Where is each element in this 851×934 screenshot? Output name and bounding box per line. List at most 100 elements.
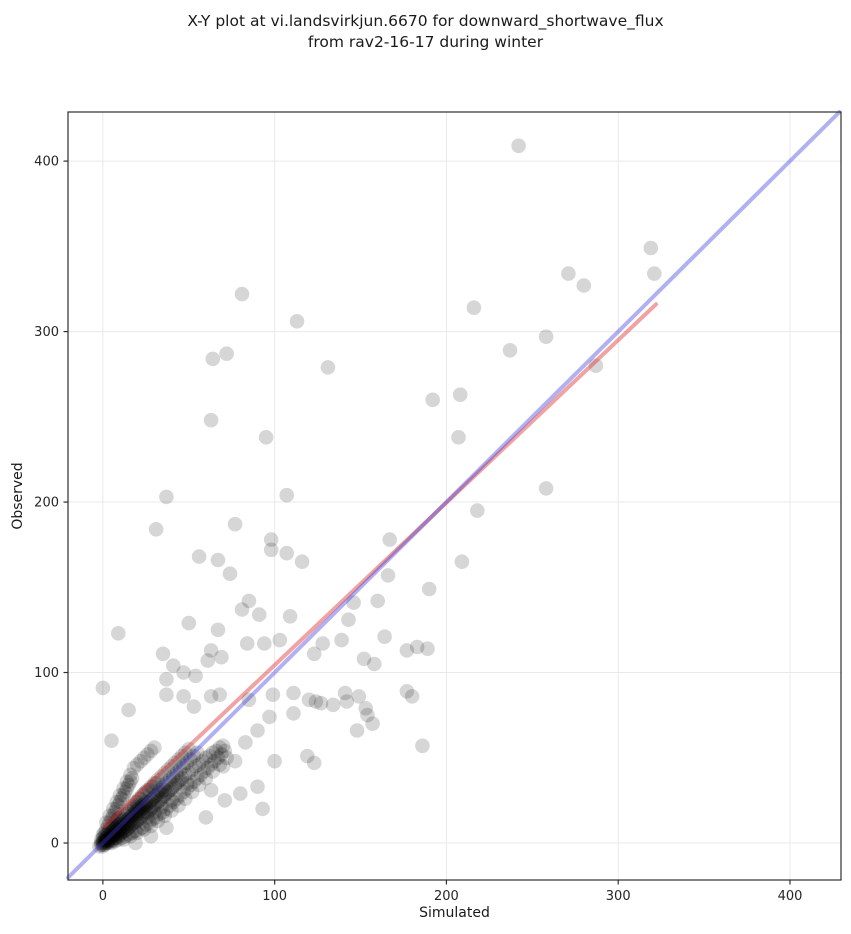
scatter-point <box>131 822 147 837</box>
scatter-point <box>129 803 145 818</box>
scatter-point <box>138 798 154 813</box>
scatter-point <box>140 796 155 812</box>
scatter-point <box>205 351 221 367</box>
scatter-point <box>129 757 145 772</box>
scatter-point <box>119 817 135 832</box>
scatter-point <box>104 733 119 748</box>
scatter-point <box>191 549 207 564</box>
scatter-point <box>99 830 114 846</box>
scatter-point <box>205 745 221 760</box>
scatter-point <box>150 786 166 801</box>
scatter-point <box>399 684 415 699</box>
scatter-point <box>129 798 145 813</box>
scatter-point <box>198 750 214 766</box>
scatter-point <box>138 805 154 820</box>
scatter-point <box>102 822 117 837</box>
scatter-point <box>131 811 147 827</box>
scatter-point <box>143 743 159 759</box>
scatter-point <box>135 801 150 817</box>
scatter-point <box>111 822 126 837</box>
scatter-point <box>181 741 197 757</box>
scatter-point <box>219 750 234 766</box>
y-tick-label: 100 <box>34 666 59 681</box>
scatter-point <box>107 825 123 841</box>
scatter-point <box>212 687 227 702</box>
scatter-point <box>107 822 123 837</box>
scatter-point <box>105 801 121 817</box>
scatter-point <box>123 810 138 825</box>
scatter-point <box>198 770 214 786</box>
one-to-one-line <box>66 110 842 880</box>
scatter-point <box>105 827 121 842</box>
scatter-point <box>320 360 336 375</box>
regression-line <box>102 302 658 828</box>
scatter-point <box>135 808 150 823</box>
scatter-point <box>263 532 279 547</box>
scatter-point <box>128 805 143 820</box>
scatter-point <box>179 776 195 791</box>
scatter-point <box>286 706 301 721</box>
scatter-point <box>219 346 234 362</box>
scatter-point <box>272 632 288 648</box>
scatter-point <box>279 487 295 503</box>
scatter-point <box>124 825 140 841</box>
scatter-point <box>121 777 136 793</box>
scatter-point <box>117 784 133 800</box>
scatter-point <box>95 837 111 852</box>
scatter-point <box>99 835 114 851</box>
scatter-point <box>267 753 282 769</box>
scatter-point <box>133 810 148 825</box>
scatter-point <box>154 784 169 800</box>
scatter-point <box>356 651 372 667</box>
scatter-point <box>154 799 169 815</box>
scatter-point <box>210 750 226 766</box>
scatter-point <box>99 827 114 842</box>
scatter-point <box>222 566 238 581</box>
scatter-point <box>107 805 123 820</box>
scatter-point <box>102 827 117 842</box>
scatter-point <box>176 665 191 680</box>
scatter-point <box>190 770 205 786</box>
scatter-point <box>334 632 349 648</box>
scatter-point <box>265 687 281 702</box>
scatter-point <box>195 753 210 769</box>
scatter-point <box>202 748 217 764</box>
scatter-point <box>95 830 111 846</box>
scatter-point <box>279 545 295 561</box>
scatter-point <box>215 738 231 754</box>
x-tick-label: 300 <box>606 889 631 904</box>
scatter-point <box>140 810 155 825</box>
scatter-point <box>114 825 130 841</box>
scatter-point <box>162 772 178 788</box>
scatter-point <box>104 825 119 841</box>
scatter-point <box>174 748 190 764</box>
scatter-point <box>181 615 197 631</box>
scatter-point <box>178 745 193 760</box>
scatter-point <box>114 791 130 806</box>
scatter-point <box>258 430 274 445</box>
scatter-point <box>184 762 200 777</box>
scatter-point <box>116 781 131 796</box>
scatter-point <box>136 786 152 801</box>
scatter-point <box>109 820 124 835</box>
scatter-point <box>126 798 142 813</box>
scatter-point <box>95 827 111 842</box>
scatter-point <box>143 779 159 794</box>
scatter-point <box>107 834 123 849</box>
scatter-point <box>172 762 188 777</box>
scatter-point <box>164 803 179 818</box>
scatter-point <box>145 799 160 815</box>
scatter-point <box>186 774 202 789</box>
scatter-point <box>179 755 195 771</box>
scatter-point <box>128 808 143 823</box>
scatter-point <box>154 769 169 784</box>
scatter-point <box>152 793 167 808</box>
scatter-point <box>196 764 212 779</box>
scatter-point <box>104 830 119 846</box>
scatter-point <box>100 834 116 849</box>
scatter-point <box>97 837 112 852</box>
scatter-point <box>200 653 215 668</box>
scatter-point <box>337 685 353 701</box>
y-tick-label: 0 <box>51 837 59 852</box>
scatter-point <box>203 689 219 704</box>
